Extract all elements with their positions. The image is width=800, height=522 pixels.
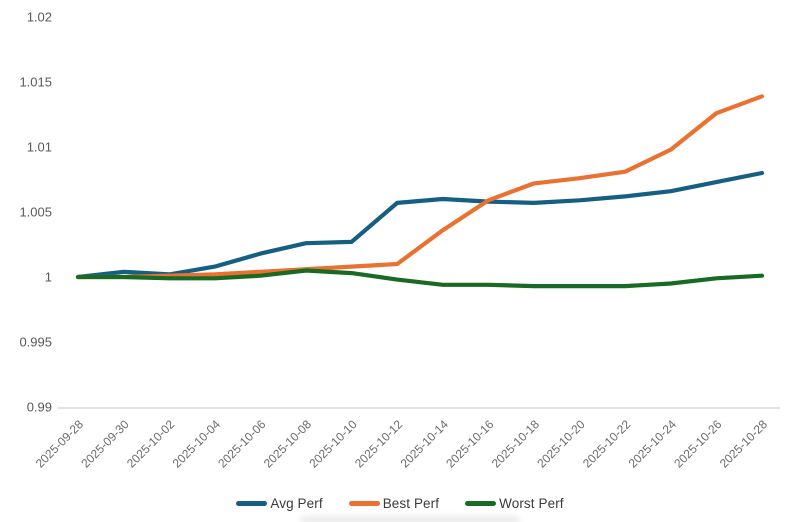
- legend-label-best-perf: Best Perf: [382, 496, 440, 511]
- x-axis-tick-label: 2025-10-26: [671, 417, 725, 471]
- x-axis-tick-label: 2025-10-02: [124, 417, 178, 471]
- chart-legend: Avg Perf Best Perf Worst Perf: [0, 496, 800, 511]
- x-axis-tick-label: 2025-10-14: [398, 417, 452, 471]
- x-axis-tick-label: 2025-10-06: [215, 417, 269, 471]
- legend-swatch-best-perf: [348, 501, 380, 506]
- x-axis-tick-label: 2025-10-20: [534, 417, 588, 471]
- x-axis-tick-label: 2025-10-04: [170, 417, 224, 471]
- y-axis-tick-label: 1.02: [27, 10, 52, 25]
- series-line-worst-perf: [75, 268, 765, 289]
- x-axis-tick-label: 2025-09-28: [33, 417, 87, 471]
- legend-swatch-avg-perf: [236, 501, 268, 506]
- legend-item-best-perf: Best Perf: [348, 496, 440, 511]
- x-axis-tick-label: 2025-10-28: [717, 417, 771, 471]
- y-axis-tick-label: 1.005: [19, 205, 52, 220]
- screenshot-edge-artifact: [300, 516, 520, 522]
- x-axis-tick-label: 2025-10-16: [443, 417, 497, 471]
- y-axis-tick-label: 1: [45, 270, 52, 285]
- y-axis-tick-label: 1.015: [19, 75, 52, 90]
- y-axis-tick-label: 0.995: [19, 335, 52, 350]
- legend-item-avg-perf: Avg Perf: [236, 496, 323, 511]
- legend-label-worst-perf: Worst Perf: [499, 496, 564, 511]
- y-axis-tick-label: 1.01: [27, 140, 52, 155]
- series-line-best-perf: [75, 94, 765, 280]
- x-axis-tick-label: 2025-10-12: [352, 417, 406, 471]
- x-axis-tick-label: 2025-09-30: [78, 417, 132, 471]
- x-axis-tick-label: 2025-10-08: [261, 417, 315, 471]
- legend-swatch-worst-perf: [465, 501, 497, 506]
- y-axis-tick-label: 0.99: [27, 400, 52, 415]
- x-axis-tick-label: 2025-10-22: [580, 417, 634, 471]
- series-line-avg-perf: [75, 170, 765, 280]
- legend-item-worst-perf: Worst Perf: [465, 496, 564, 511]
- legend-label-avg-perf: Avg Perf: [270, 496, 323, 511]
- x-axis-tick-label: 2025-10-10: [306, 417, 360, 471]
- x-axis-tick-label: 2025-10-24: [626, 417, 680, 471]
- x-axis-tick-label: 2025-10-18: [489, 417, 543, 471]
